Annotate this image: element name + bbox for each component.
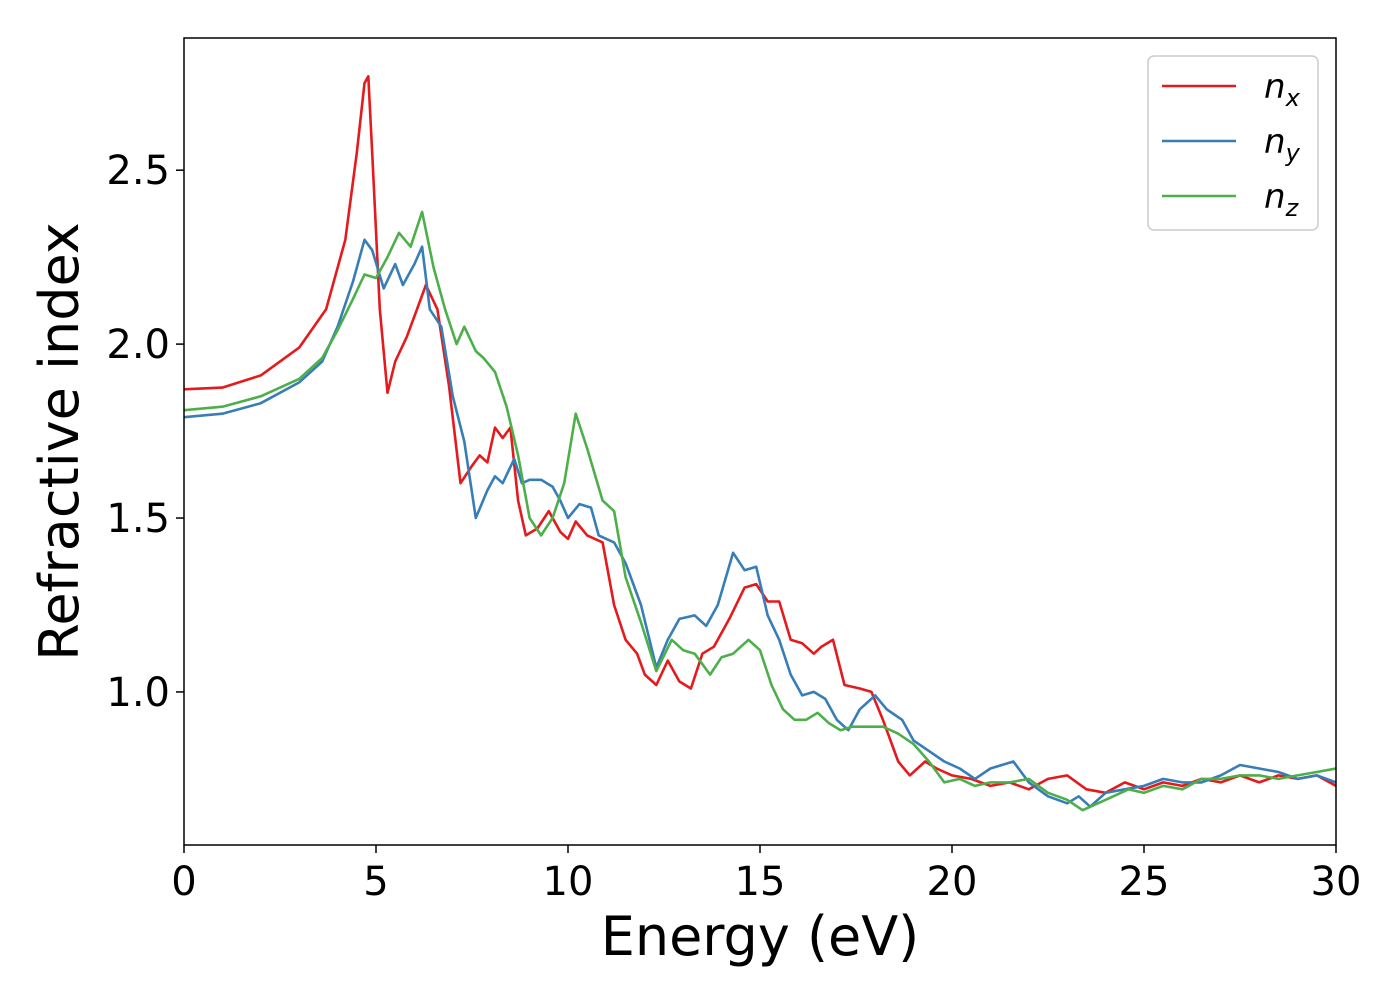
y-tick-label: 1.5 [106,496,170,542]
legend-label-x: nx [1264,67,1301,112]
y-axis-ticks: 1.0 1.5 2.0 2.5 [106,148,184,716]
series-line-x [184,75,1336,795]
x-tick-label: 20 [927,859,978,905]
y-tick-label: 2.5 [106,148,170,194]
legend-label-z: nz [1264,177,1300,222]
x-tick-label: 25 [1119,859,1170,905]
series-line-y [184,238,1336,808]
legend-label-base: n [1264,67,1286,107]
x-tick-label: 10 [543,859,594,905]
legend-label-subscript: z [1285,194,1300,222]
y-tick-label: 2.0 [106,322,170,368]
y-axis-label: Refractive index [28,222,91,661]
series-lines [184,75,1336,812]
x-tick-label: 30 [1311,859,1362,905]
legend-label-base: n [1264,177,1286,217]
legend-label-subscript: x [1285,84,1301,112]
legend-label-base: n [1264,122,1286,162]
legend-box [1147,55,1319,231]
y-tick-label: 1.0 [106,670,170,716]
x-tick-label: 15 [735,859,786,905]
x-tick-label: 0 [171,859,196,905]
x-tick-label: 5 [363,859,388,905]
legend-label-subscript: y [1285,139,1301,167]
x-axis-label: Energy (eV) [601,905,920,968]
x-axis-ticks: 0 5 10 15 20 25 30 [171,845,1361,905]
series-line-z [184,210,1336,812]
legend-label-y: ny [1264,122,1301,167]
